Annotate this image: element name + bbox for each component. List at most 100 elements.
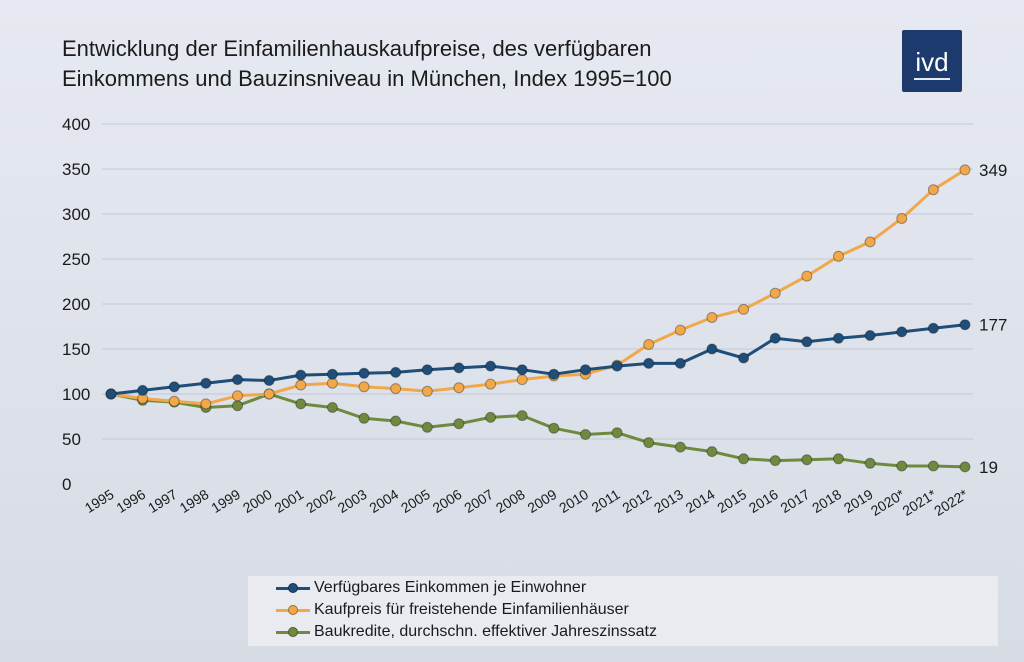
data-point-interest-2021-est [927, 460, 939, 472]
x-tick-label-2003: 2003 [335, 486, 370, 516]
chart-title: Entwicklung der Einfamilienhauskaufpreis… [62, 34, 882, 94]
legend-label-income: Verfügbares Einkommen je Einwohner [314, 579, 587, 596]
data-point-interest-2004 [390, 415, 402, 427]
x-tick-label-1998: 1998 [177, 486, 212, 516]
x-tick-label-2004: 2004 [366, 486, 401, 516]
x-tick-label-2021-est: 2021* [899, 486, 939, 519]
x-tick-label-2013: 2013 [651, 486, 686, 516]
legend-label-house-price: Kaufpreis für freistehende Einfamilienhä… [314, 601, 629, 618]
data-point-interest-2006 [453, 418, 465, 430]
ivd-logo-bar [914, 78, 950, 80]
data-point-income-2002 [326, 368, 338, 380]
data-point-house-price-1998 [200, 398, 212, 410]
data-point-interest-2005 [421, 421, 433, 433]
data-point-house-price-2004 [390, 383, 402, 395]
x-tick-label-1997: 1997 [145, 486, 180, 516]
data-point-house-price-2018 [832, 250, 844, 262]
data-point-income-2008 [516, 364, 528, 376]
data-point-income-2001 [295, 369, 307, 381]
data-point-income-2013 [674, 357, 686, 369]
data-point-house-price-2005 [421, 385, 433, 397]
y-tick-label-0: 0 [62, 475, 71, 494]
data-point-income-2016 [769, 332, 781, 344]
y-tick-label-400: 400 [62, 115, 90, 134]
x-tick-label-2014: 2014 [683, 486, 718, 516]
data-point-interest-2003 [358, 412, 370, 424]
data-point-interest-2014 [706, 446, 718, 458]
data-point-house-price-2001 [295, 379, 307, 391]
data-point-interest-2017 [801, 454, 813, 466]
data-point-income-2012 [643, 357, 655, 369]
data-point-house-price-2003 [358, 381, 370, 393]
data-point-interest-2012 [643, 437, 655, 449]
x-tick-label-1999: 1999 [208, 486, 243, 516]
ivd-logo: ivd [902, 30, 962, 92]
x-tick-label-2015: 2015 [714, 486, 749, 516]
x-tick-label-2002: 2002 [303, 486, 338, 516]
data-point-house-price-2000 [263, 388, 275, 400]
data-point-income-2009 [548, 368, 560, 380]
data-point-house-price-2008 [516, 374, 528, 386]
data-point-income-1999 [232, 374, 244, 386]
data-point-income-2010 [579, 364, 591, 376]
chart-title-line-1: Entwicklung der Einfamilienhauskaufpreis… [62, 36, 652, 61]
series-line-house-price [110, 168, 966, 406]
x-tick-label-2018: 2018 [809, 486, 844, 516]
data-point-house-price-1997 [168, 395, 180, 407]
x-tick-label-2020-est: 2020* [868, 486, 908, 519]
x-tick-label-2022-est: 2022* [931, 486, 971, 519]
data-point-interest-2001 [295, 398, 307, 410]
data-point-interest-2015 [738, 453, 750, 465]
data-point-interest-2016 [769, 455, 781, 467]
data-point-house-price-1999 [232, 390, 244, 402]
series-line-interest [110, 392, 966, 469]
legend-swatch-house-price [276, 600, 310, 620]
data-point-interest-2002 [326, 402, 338, 413]
legend-item-interest: Baukredite, durchschn. effektiver Jahres… [276, 622, 657, 642]
data-point-interest-1999 [232, 400, 244, 412]
data-point-income-2007 [485, 360, 497, 372]
data-point-interest-2011 [611, 427, 623, 439]
data-point-income-2017 [801, 336, 813, 348]
data-point-interest-2022-est [959, 461, 971, 473]
data-point-income-2005 [421, 364, 433, 376]
data-point-interest-2019 [864, 457, 876, 469]
data-point-house-price-2017 [801, 270, 813, 282]
data-point-house-price-2021-est [927, 184, 939, 196]
x-tick-label-2006: 2006 [430, 486, 465, 516]
x-tick-label-2008: 2008 [493, 486, 528, 516]
legend-label-interest: Baukredite, durchschn. effektiver Jahres… [314, 623, 657, 640]
series-line-income [110, 323, 966, 396]
data-point-house-price-2007 [485, 378, 497, 390]
data-point-income-2022-est [959, 319, 971, 331]
data-point-interest-2018 [832, 453, 844, 465]
x-tick-label-2001: 2001 [271, 486, 306, 516]
end-label-interest: 19 [979, 458, 998, 477]
data-point-income-2011 [611, 360, 623, 372]
data-point-house-price-2013 [674, 324, 686, 336]
data-point-income-2015 [738, 352, 750, 364]
x-tick-label-1996: 1996 [113, 486, 148, 516]
x-tick-label-2011: 2011 [589, 486, 623, 516]
data-point-house-price-2022-est [959, 164, 971, 176]
data-point-income-1997 [168, 381, 180, 393]
legend-swatch-interest [276, 622, 310, 642]
data-point-interest-2008 [516, 410, 528, 422]
data-point-house-price-2015 [738, 303, 750, 315]
data-point-income-2020-est [896, 326, 908, 338]
x-tick-label-2007: 2007 [461, 486, 496, 516]
data-point-interest-2020-est [896, 460, 908, 472]
data-point-income-2004 [390, 366, 402, 378]
y-tick-label-150: 150 [62, 340, 90, 359]
end-label-income: 177 [979, 316, 1007, 335]
data-point-income-2003 [358, 367, 370, 379]
data-point-income-1996 [137, 384, 149, 396]
x-tick-label-2009: 2009 [525, 486, 560, 516]
x-tick-label-2010: 2010 [556, 486, 591, 516]
data-point-house-price-2020-est [896, 213, 908, 224]
data-point-house-price-2006 [453, 382, 465, 394]
data-point-income-1998 [200, 377, 212, 389]
data-point-income-2000 [263, 375, 275, 386]
data-point-interest-2007 [485, 411, 497, 423]
